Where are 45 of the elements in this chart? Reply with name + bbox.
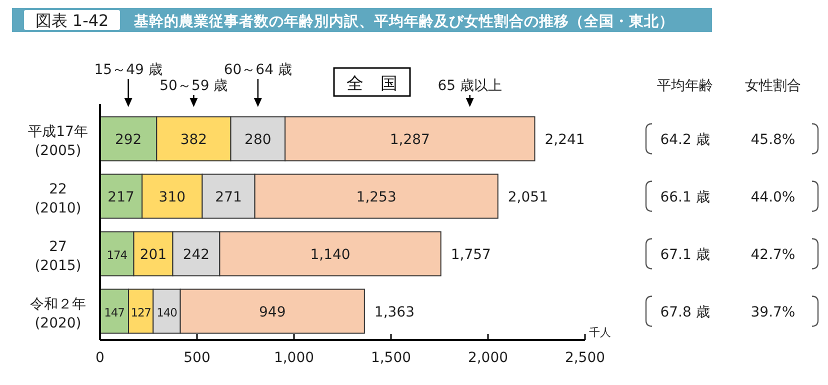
data-label: 949 bbox=[259, 304, 286, 320]
data-label: 1,140 bbox=[310, 246, 350, 263]
data-label: 271 bbox=[215, 189, 242, 206]
data-label: 310 bbox=[158, 189, 186, 206]
data-label: 382 bbox=[180, 132, 208, 148]
data-label: 292 bbox=[114, 132, 142, 148]
x-tick-label: 1,000 bbox=[274, 350, 314, 366]
text: 39.7% bbox=[750, 304, 796, 320]
y-tick-label: 22 (2010) bbox=[34, 181, 82, 216]
text: 42.7% bbox=[750, 246, 796, 263]
total-label: 2,241 bbox=[544, 132, 585, 148]
data-label: 140 bbox=[156, 305, 178, 320]
data-label: 127 bbox=[130, 305, 152, 320]
total-label: 2,051 bbox=[508, 189, 548, 206]
chart-subtitle: 基幹的農業従事者数の年齢別内訳、平均年齢及び女性割合の推移（全国・東北） bbox=[133, 13, 674, 30]
x-axis-title: 千人 bbox=[589, 326, 611, 339]
text: 45.8% bbox=[750, 132, 796, 148]
text: 女性割合 bbox=[745, 78, 801, 94]
text: 66.1 歳 bbox=[660, 189, 710, 206]
series-label: 65 歳以上 bbox=[438, 78, 502, 94]
data-label: 217 bbox=[108, 189, 134, 206]
x-tick-label: 1,500 bbox=[370, 350, 412, 366]
text: 67.1 歳 bbox=[660, 246, 710, 263]
data-label: 1,253 bbox=[356, 189, 396, 206]
data-label: 242 bbox=[182, 246, 210, 263]
note-box: 全 国 bbox=[333, 67, 411, 97]
total-label: 1,363 bbox=[374, 304, 415, 320]
text: 平均年齢 bbox=[657, 78, 713, 94]
data-label: 147 bbox=[104, 305, 125, 320]
data-label: 174 bbox=[106, 248, 128, 262]
data-label: 1,287 bbox=[390, 132, 430, 148]
y-tick-label: 令和２年 (2020) bbox=[30, 296, 86, 332]
data-label: 201 bbox=[140, 246, 167, 263]
y-tick-label: 平成17年 (2005) bbox=[28, 124, 88, 159]
x-tick-label: 0 bbox=[96, 350, 104, 366]
x-tick-label: 500 bbox=[184, 350, 210, 366]
text: 64.2 歳 bbox=[660, 132, 710, 148]
total-label: 1,757 bbox=[450, 246, 491, 263]
data-label: 280 bbox=[244, 132, 272, 148]
y-tick-label: 27 (2015) bbox=[34, 238, 82, 274]
x-tick-label: 2,500 bbox=[564, 350, 606, 366]
chart-title: 図表 1-42 bbox=[35, 11, 109, 30]
text: 67.8 歳 bbox=[660, 304, 710, 320]
text: 44.0% bbox=[750, 189, 796, 206]
x-tick-label: 2,000 bbox=[468, 350, 508, 366]
